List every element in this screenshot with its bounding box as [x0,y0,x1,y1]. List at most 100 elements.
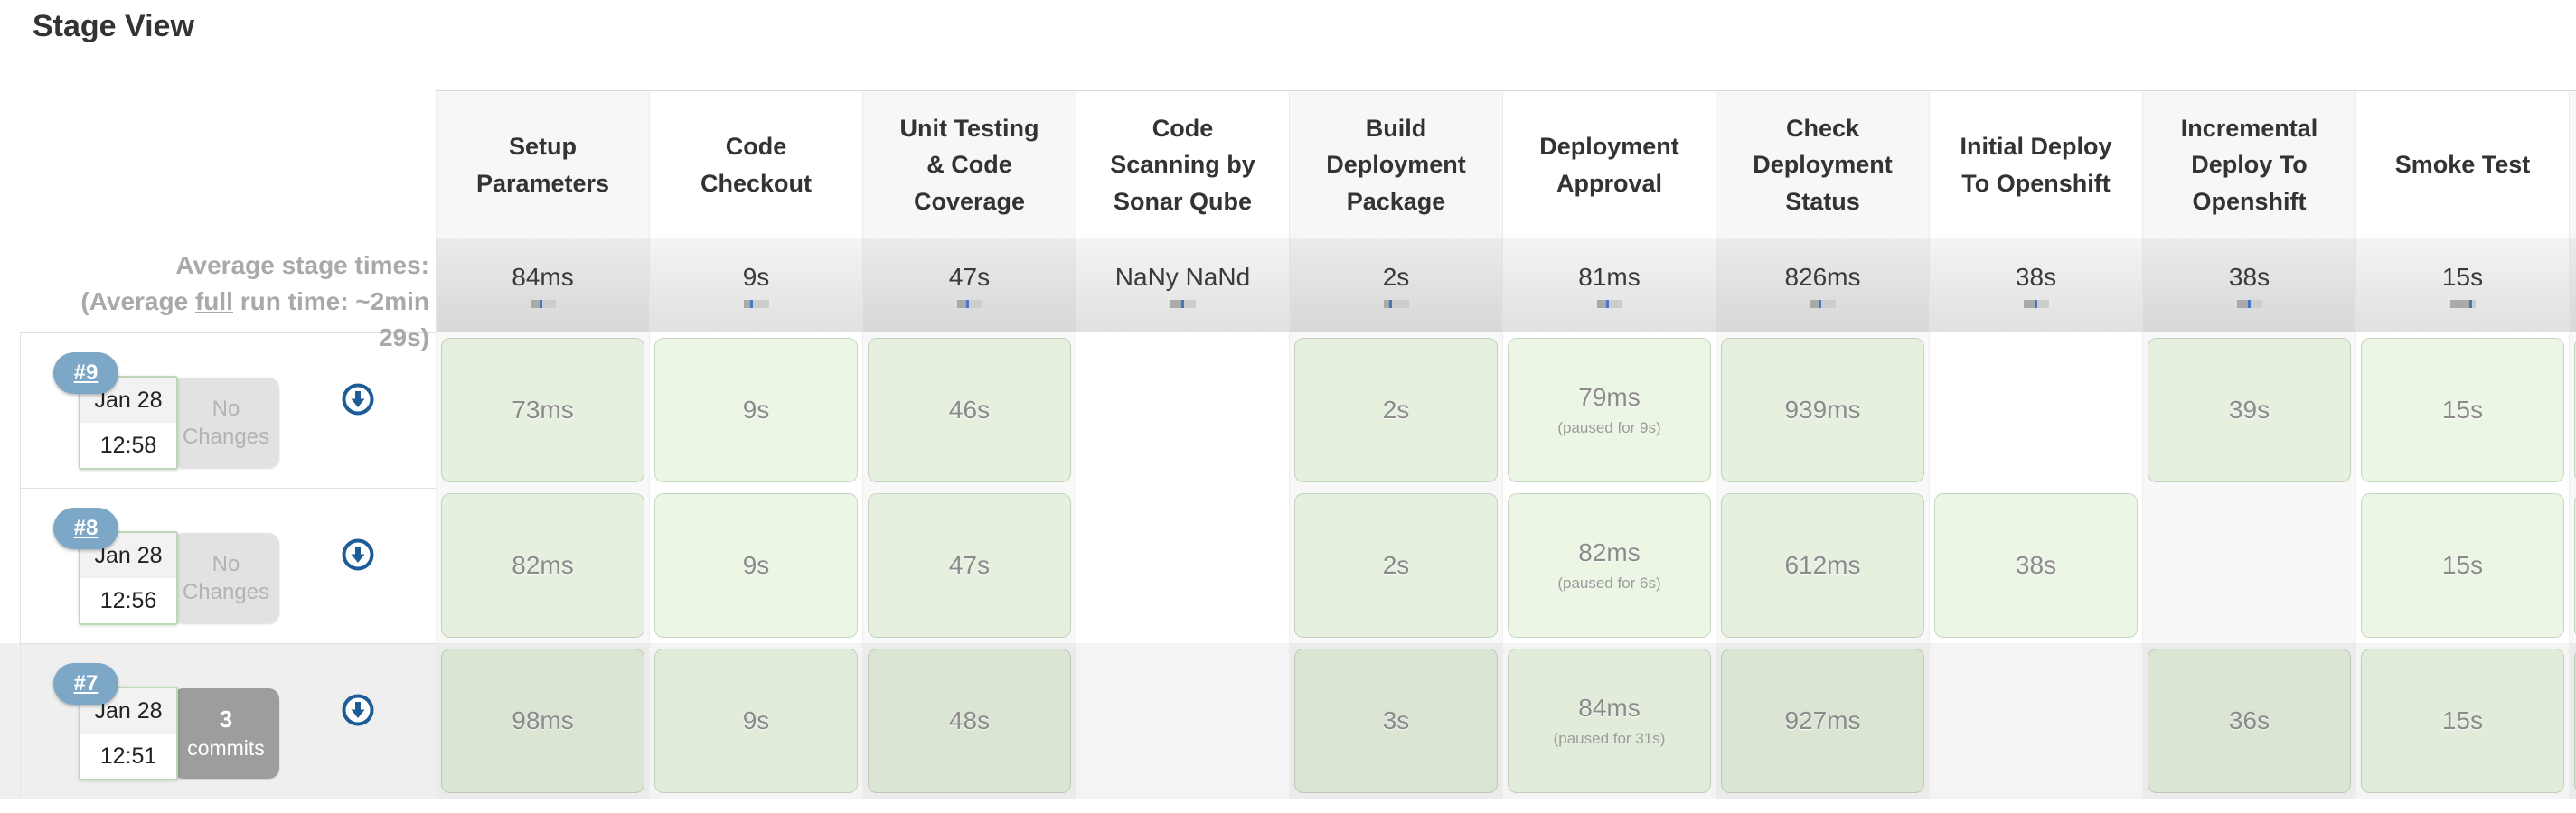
circle-down-arrow-icon[interactable] [340,692,376,728]
stage-cell-box[interactable]: 82ms (paused for 6s) [1508,493,1711,638]
stage-header-label: Initial Deploy To Openshift [1960,133,2112,197]
stage-cells: 98ms 9s 48s 3s 84ms (paused for 31s) 927ms 36s 1… [436,643,2576,799]
stage-cell-box[interactable]: 612ms [1721,493,1924,638]
stage-duration: 84ms [1578,694,1641,722]
build-changes-line2: Changes [182,580,270,604]
stage-cell-box[interactable]: 15s [2361,338,2564,482]
build-row-7: #7 Jan 28 12:51 3 commits 98ms 9s 48s 3s 84ms (pau… [0,643,2576,799]
stage-cell-box[interactable]: 2s [1294,338,1498,482]
stage-cell-box[interactable]: 939ms [1721,338,1924,482]
stage-cell-7: 38s [1929,488,2142,643]
average-time-bar [1170,300,1196,308]
stage-cell-box[interactable]: 15s [2361,649,2564,793]
stage-header-7: Initial Deploy To Openshift [1929,91,2142,238]
stage-cell-box[interactable]: 84ms (paused for 31s) [1508,649,1711,793]
average-stage-cell-7: 38s [1929,238,2142,332]
stage-cells: 73ms 9s 46s 2s 79ms (paused for 9s) 939ms 39s 15… [436,332,2576,488]
page-title: Stage View [33,9,194,43]
stage-header-4: Build Deployment Package [1289,91,1502,238]
stage-header-row: Setup Parameters Code Checkout Unit Testin… [436,90,2576,238]
stage-cell-sliver [2569,643,2576,799]
average-times-label-line3: 29s) [378,323,429,351]
stage-duration: 612ms [1784,551,1861,579]
circle-down-arrow-icon[interactable] [340,381,376,417]
stage-duration: 15s [2441,396,2484,424]
stage-cell-2: 46s [862,332,1076,488]
stage-header-label: Code Checkout [700,133,813,197]
stage-duration: 2s [1382,396,1410,424]
stage-cell-box[interactable]: 15s [2361,493,2564,638]
stage-cell-box[interactable]: 2s [1294,493,1498,638]
stage-cell-box[interactable]: 79ms (paused for 9s) [1508,338,1711,482]
average-time-bar [743,300,769,308]
build-time: 12:51 [80,734,176,779]
stage-cell-box[interactable]: 98ms [441,649,644,793]
stage-header-label: Setup Parameters [475,133,610,197]
stage-cell-9: 15s [2355,643,2569,799]
stage-cell-3 [1076,643,1289,799]
average-stage-time: 15s [2441,263,2484,291]
circle-down-arrow-icon[interactable] [340,537,376,573]
average-time-bar [1810,300,1836,308]
average-time-bar-tick [1388,300,1392,308]
build-datetime[interactable]: Jan 28 12:56 [79,531,178,625]
stage-paused-note: (paused for 31s) [1553,730,1666,747]
build-datetime[interactable]: Jan 28 12:51 [79,687,178,780]
stage-cell-box[interactable]: 39s [2148,338,2351,482]
average-stage-cell-3: NaNy NaNd [1076,238,1289,332]
average-time-bar-tick [2034,300,2037,308]
stage-cell-8 [2142,488,2355,643]
stage-duration: 939ms [1784,396,1861,424]
average-time-bar-fill [1170,300,1183,308]
build-time: 12:58 [80,423,176,468]
stage-cell-2: 48s [862,643,1076,799]
build-changes-commits[interactable]: 3 commits [173,688,279,779]
stage-duration: 47s [948,551,991,579]
stage-cell-3 [1076,488,1289,643]
stage-cell-box[interactable]: 9s [654,493,858,638]
stage-cell-box[interactable]: 48s [868,649,1071,793]
stage-cell-box[interactable]: 36s [2148,649,2351,793]
average-stage-time: 84ms [512,263,574,291]
stage-cells: 82ms 9s 47s 2s 82ms (paused for 6s) 612ms 38s 15… [436,488,2576,643]
stage-cell-4: 2s [1289,332,1502,488]
average-time-bar [530,300,556,308]
stage-duration: 73ms [512,396,574,424]
stage-header-1: Code Checkout [649,91,862,238]
build-changes-line2: Changes [182,425,270,449]
stage-cell-box[interactable]: 47s [868,493,1071,638]
stage-cell-box[interactable]: 9s [654,649,858,793]
average-stage-cell-5: 81ms [1502,238,1716,332]
stage-cell-box[interactable]: 9s [654,338,858,482]
build-changes-line1: No [212,551,240,576]
stage-cell-2: 47s [862,488,1076,643]
stage-cell-box[interactable]: 82ms [441,493,644,638]
build-datetime[interactable]: Jan 28 12:58 [79,376,178,470]
stage-duration: 2s [1382,551,1410,579]
stage-cell-7 [1929,643,2142,799]
stage-header-label: Unit Testing & Code Coverage [899,114,1039,215]
stage-cell-box[interactable]: 73ms [441,338,644,482]
stage-cell-3 [1076,332,1289,488]
stage-duration: 79ms [1578,383,1641,411]
stage-paused-note: (paused for 9s) [1557,419,1661,436]
build-date: Jan 28 [80,378,176,423]
stage-header-8: Incremental Deploy To Openshift [2142,91,2355,238]
stage-cell-box[interactable]: 927ms [1721,649,1924,793]
stage-cell-9: 15s [2355,332,2569,488]
stage-cell-9: 15s [2355,488,2569,643]
stage-cell-6: 939ms [1716,332,1929,488]
stage-header-label: Deployment Approval [1539,133,1679,197]
stage-cell-1: 9s [649,643,862,799]
stage-cell-0: 98ms [436,643,649,799]
average-stage-cell-2: 47s [862,238,1076,332]
stage-cell-8: 39s [2142,332,2355,488]
stage-cell-sliver [2569,488,2576,643]
build-badge[interactable]: #7 [53,663,118,705]
stage-cell-box[interactable]: 46s [868,338,1071,482]
build-badge[interactable]: #9 [53,352,118,394]
average-stage-cell-0: 84ms [436,238,649,332]
build-badge[interactable]: #8 [53,508,118,549]
stage-cell-box[interactable]: 3s [1294,649,1498,793]
stage-cell-box[interactable]: 38s [1934,493,2138,638]
